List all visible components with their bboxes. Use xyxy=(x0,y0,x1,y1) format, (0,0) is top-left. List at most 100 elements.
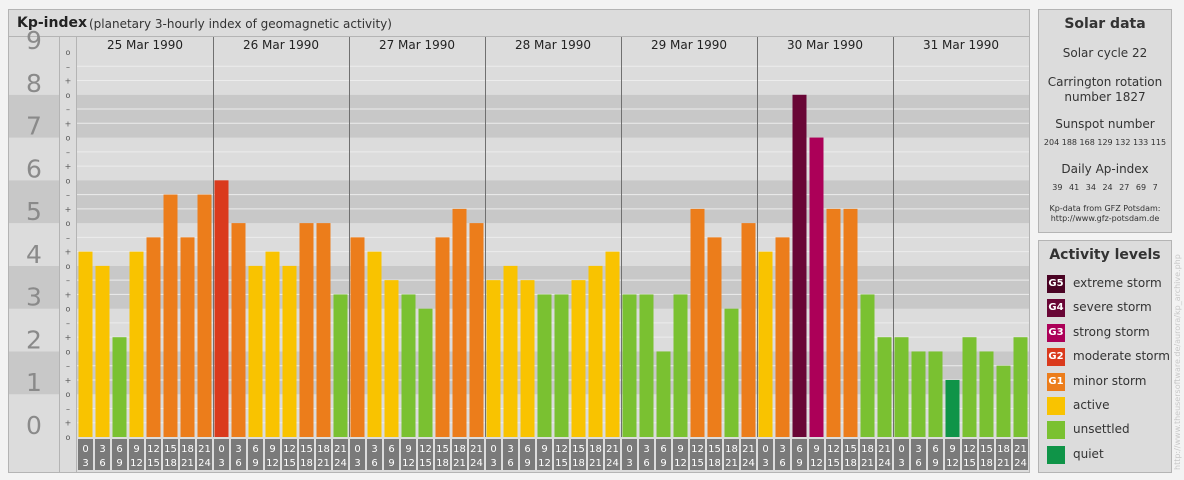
hour-box xyxy=(282,439,297,470)
kp-bar xyxy=(537,294,552,437)
daily-ap-values: 39 41 34 24 27 69 7 xyxy=(1052,183,1158,192)
hour-start-label: 21 xyxy=(334,444,347,455)
hour-end-label: 9 xyxy=(388,458,394,469)
hour-box xyxy=(979,439,994,470)
y-axis-band xyxy=(9,351,59,395)
hour-end-label: 3 xyxy=(898,458,904,469)
fine-tick-label: o xyxy=(66,176,71,185)
hour-box xyxy=(350,439,365,470)
fine-tick-label: + xyxy=(65,419,72,428)
fine-tick-label: + xyxy=(65,77,72,86)
hour-start-label: 12 xyxy=(827,444,840,455)
hour-end-label: 12 xyxy=(538,458,551,469)
day-label: 27 Mar 1990 xyxy=(379,38,455,52)
hour-box xyxy=(707,439,722,470)
hour-box xyxy=(435,439,450,470)
header-divider xyxy=(9,36,1029,37)
hour-end-label: 6 xyxy=(235,458,241,469)
kp-bar xyxy=(248,265,263,437)
hour-start-label: 3 xyxy=(235,444,241,455)
hour-box xyxy=(724,439,739,470)
hour-box xyxy=(622,439,637,470)
legend-label: quiet xyxy=(1073,446,1104,461)
kp-bar xyxy=(554,294,569,437)
fine-tick-label: o xyxy=(66,433,71,442)
kp-bar xyxy=(928,351,943,437)
y-axis-band xyxy=(9,52,59,95)
hour-box xyxy=(809,439,824,470)
kp-bar xyxy=(945,379,960,437)
hour-start-label: 6 xyxy=(660,444,666,455)
hour-box xyxy=(860,439,875,470)
hour-start-label: 6 xyxy=(388,444,394,455)
day-label: 31 Mar 1990 xyxy=(923,38,999,52)
kp-bar xyxy=(707,237,722,437)
hour-end-label: 24 xyxy=(1014,458,1027,469)
watermark: http://www.theusersoftware.de/aurora/kp_… xyxy=(1170,240,1184,470)
hour-box xyxy=(996,439,1011,470)
hour-box xyxy=(95,439,110,470)
legend-item-active: active xyxy=(1047,397,1171,415)
kp-bar xyxy=(384,280,399,437)
hour-start-label: 21 xyxy=(198,444,211,455)
hour-end-label: 18 xyxy=(844,458,857,469)
fine-tick-label: o xyxy=(66,262,71,271)
kp-bar xyxy=(282,265,297,437)
kp-bar xyxy=(231,223,246,437)
hour-start-label: 6 xyxy=(252,444,258,455)
hour-start-label: 6 xyxy=(524,444,530,455)
hour-box xyxy=(299,439,314,470)
hour-box xyxy=(503,439,518,470)
fine-tick-label: o xyxy=(66,48,71,57)
hour-end-label: 6 xyxy=(371,458,377,469)
hour-end-label: 18 xyxy=(980,458,993,469)
hour-end-label: 9 xyxy=(524,458,530,469)
hour-end-label: 9 xyxy=(796,458,802,469)
kp-band-6 xyxy=(77,137,1029,181)
hour-end-label: 21 xyxy=(453,458,466,469)
hour-start-label: 21 xyxy=(1014,444,1027,455)
hour-start-label: 9 xyxy=(405,444,411,455)
chart-header: Kp-index (planetary 3-hourly index of ge… xyxy=(9,10,1029,36)
hour-box xyxy=(112,439,127,470)
hour-start-label: 3 xyxy=(779,444,785,455)
hour-box xyxy=(741,439,756,470)
hour-end-label: 12 xyxy=(266,458,279,469)
fine-tick-label: – xyxy=(66,105,70,114)
hour-box xyxy=(146,439,161,470)
hour-start-label: 12 xyxy=(419,444,432,455)
hour-box xyxy=(367,439,382,470)
y-tick-label: 4 xyxy=(26,240,42,269)
hour-end-label: 18 xyxy=(164,458,177,469)
fine-tick-label: – xyxy=(66,62,70,71)
kp-bar xyxy=(860,294,875,437)
hour-end-label: 3 xyxy=(354,458,360,469)
hour-start-label: 18 xyxy=(861,444,874,455)
hour-start-label: 3 xyxy=(507,444,513,455)
data-credit-url: http://www.gfz-potsdam.de xyxy=(1050,214,1160,223)
fine-tick-label: o xyxy=(66,91,71,100)
hour-end-label: 9 xyxy=(252,458,258,469)
kp-bar xyxy=(401,294,416,437)
legend-item-extreme-storm: G5 extreme storm xyxy=(1047,275,1171,293)
kp-bar xyxy=(129,251,144,437)
hour-box xyxy=(928,439,943,470)
hour-start-label: 12 xyxy=(963,444,976,455)
solar-cycle: Solar cycle 22 xyxy=(1062,46,1148,60)
fine-tick-label: – xyxy=(66,319,70,328)
hour-end-label: 15 xyxy=(827,458,840,469)
hour-box xyxy=(214,439,229,470)
chart-title: Kp-index xyxy=(17,15,87,31)
fine-tick-label: + xyxy=(65,205,72,214)
kp-bar xyxy=(469,223,484,437)
hour-start-label: 12 xyxy=(555,444,568,455)
hour-start-label: 6 xyxy=(932,444,938,455)
hour-box xyxy=(877,439,892,470)
kp-band-5 xyxy=(77,180,1029,224)
hour-start-label: 9 xyxy=(677,444,683,455)
hour-start-label: 18 xyxy=(453,444,466,455)
fine-tick-label: – xyxy=(66,191,70,200)
kp-bar xyxy=(588,265,603,437)
y-tick-label: 8 xyxy=(26,69,42,98)
hour-end-label: 3 xyxy=(218,458,224,469)
